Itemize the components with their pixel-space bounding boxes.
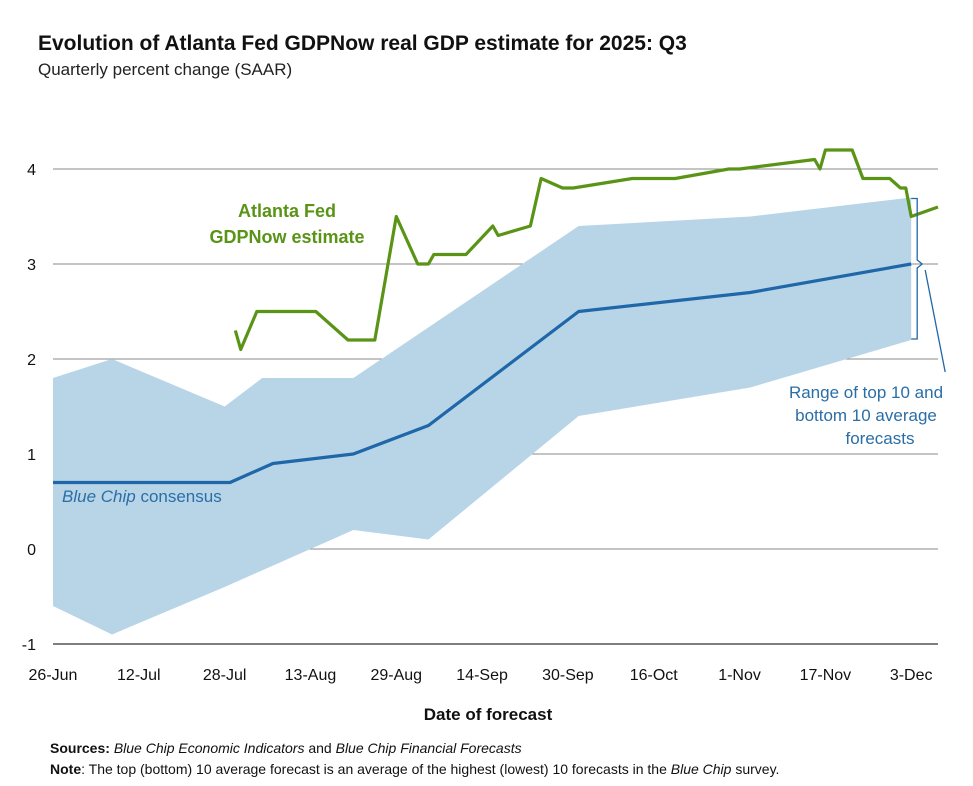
x-tick-label: 29-Aug bbox=[370, 667, 422, 684]
gdpnow-estimate-line bbox=[233, 148, 939, 352]
x-tick-label: 30-Sep bbox=[542, 667, 594, 684]
note-line: Note: The top (bottom) 10 average foreca… bbox=[50, 761, 779, 777]
x-tick-label: 1-Nov bbox=[718, 667, 761, 684]
note-italic: Blue Chip bbox=[670, 761, 732, 777]
sources-and: and bbox=[304, 740, 336, 756]
y-tick-label: 3 bbox=[27, 257, 36, 274]
range-label-line1: Range of top 10 and bbox=[789, 383, 943, 402]
x-tick-label: 16-Oct bbox=[630, 667, 679, 684]
y-tick-label: 0 bbox=[27, 542, 36, 559]
x-tick-label: 26-Jun bbox=[29, 667, 78, 684]
x-tick-label: 14-Sep bbox=[456, 667, 508, 684]
y-tick-label: 1 bbox=[27, 447, 36, 464]
y-tick-label: 4 bbox=[27, 162, 36, 179]
sources-line: Sources: Blue Chip Economic Indicators a… bbox=[50, 740, 522, 756]
x-tick-label: 13-Aug bbox=[285, 667, 337, 684]
range-pointer-line bbox=[924, 269, 946, 373]
forecast-range-band bbox=[53, 197, 912, 635]
note-label: Note bbox=[50, 761, 82, 777]
x-tick-label: 3-Dec bbox=[890, 667, 933, 684]
chart-title: Evolution of Atlanta Fed GDPNow real GDP… bbox=[38, 32, 687, 55]
range-label-line2: bottom 10 average bbox=[795, 406, 937, 425]
y-tick-label: -1 bbox=[22, 637, 36, 654]
chart-subtitle: Quarterly percent change (SAAR) bbox=[38, 60, 293, 79]
note-text: : The top (bottom) 10 average forecast i… bbox=[81, 761, 671, 777]
range-label-line3: forecasts bbox=[846, 429, 915, 448]
gdpnow-label-line2: GDPNow estimate bbox=[209, 227, 364, 247]
y-tick-label: 2 bbox=[27, 352, 36, 369]
range-bracket bbox=[911, 197, 924, 340]
blue-chip-label-italic: Blue Chip bbox=[62, 487, 136, 506]
x-tick-label: 12-Jul bbox=[117, 667, 161, 684]
note-end: survey. bbox=[731, 761, 780, 777]
y-axis-ticks: -1 0 1 2 3 4 bbox=[22, 162, 36, 654]
blue-chip-consensus-line bbox=[53, 262, 912, 485]
gdpnow-label-line1: Atlanta Fed bbox=[238, 201, 336, 221]
sources-label: Sources: bbox=[50, 740, 110, 756]
sources-publication-2: Blue Chip Financial Forecasts bbox=[335, 740, 522, 756]
x-axis-label: Date of forecast bbox=[424, 705, 553, 724]
x-axis-ticks: 26-Jun 12-Jul 28-Jul 13-Aug 29-Aug 14-Sep 30-S… bbox=[29, 667, 933, 684]
x-tick-label: 28-Jul bbox=[203, 667, 247, 684]
x-tick-label: 17-Nov bbox=[800, 667, 852, 684]
sources-publication-1: Blue Chip Economic Indicators bbox=[113, 740, 305, 756]
blue-chip-label: Blue Chip consensus bbox=[62, 487, 222, 506]
blue-chip-label-rest: consensus bbox=[136, 487, 222, 506]
